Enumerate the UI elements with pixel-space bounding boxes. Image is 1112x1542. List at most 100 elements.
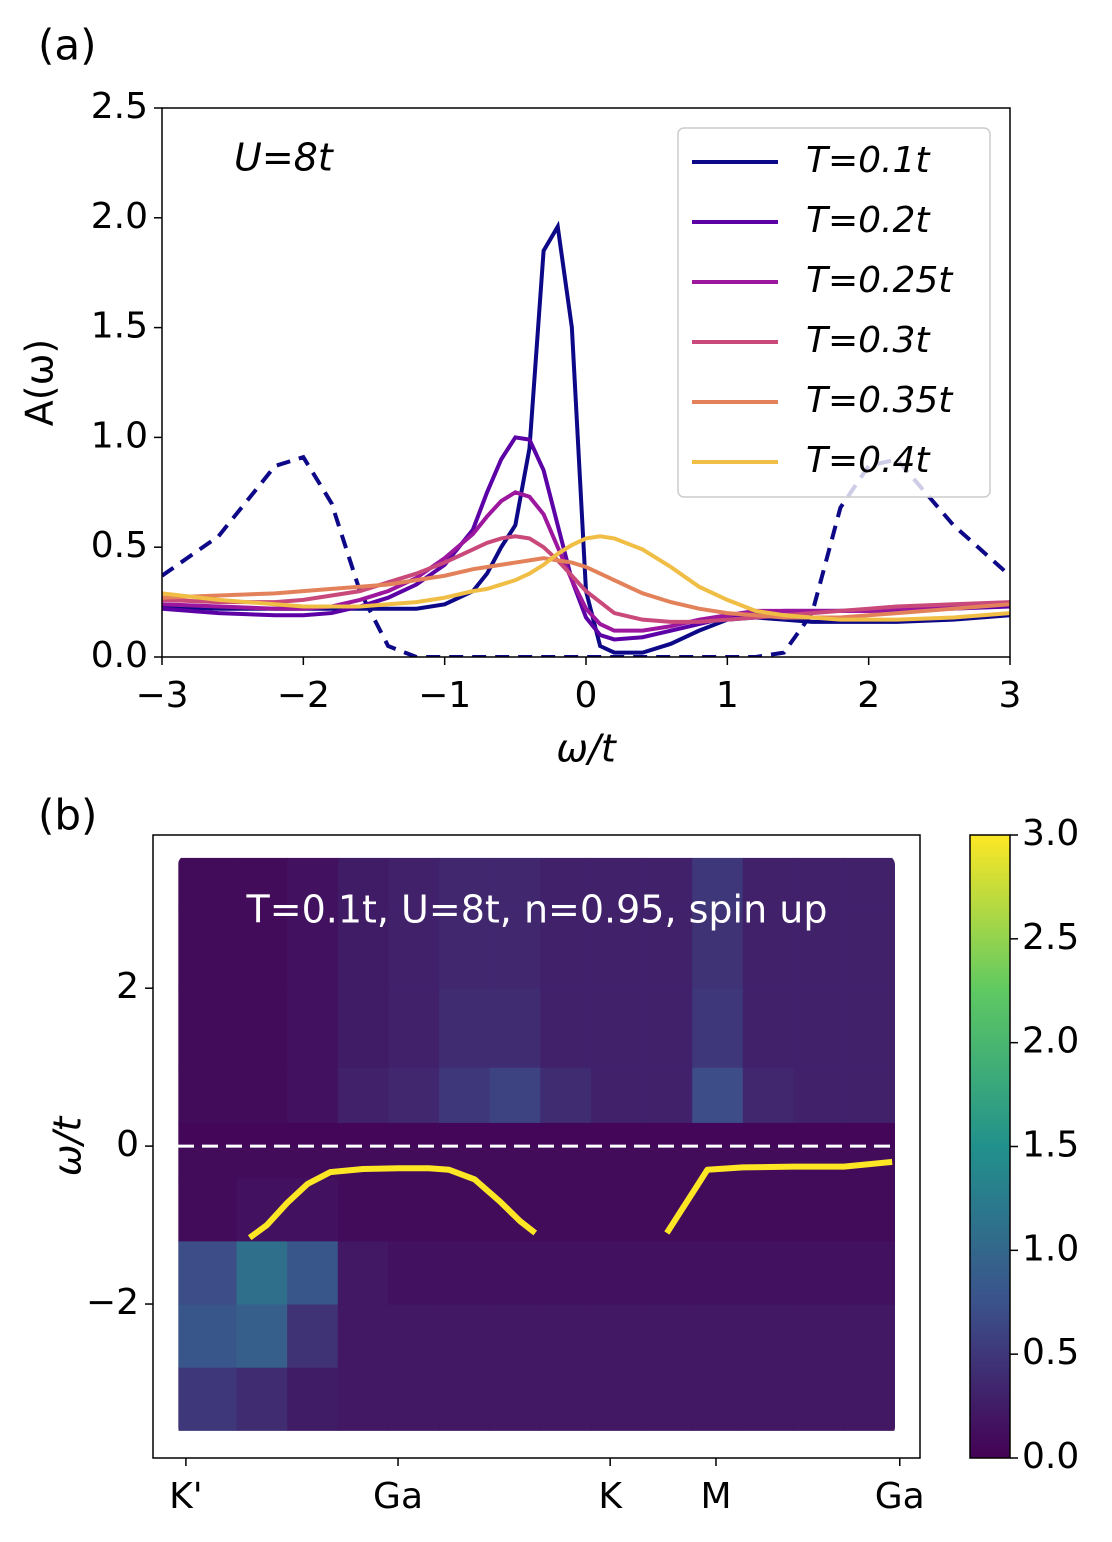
x-tick-label: Ga [373,1476,423,1517]
heat-cell [439,988,491,1068]
heatmap [178,857,895,1431]
heat-cell [388,1067,440,1123]
colorbar-tick-label: 1.5 [1022,1125,1079,1166]
heat-cell [287,1067,339,1123]
heat-cell [742,1146,794,1179]
heat-cell [793,1367,845,1431]
heat-cell [439,1367,491,1431]
heat-cell [641,1067,693,1123]
x-tick-label: Ga [875,1476,925,1517]
heat-cell [692,1240,744,1305]
heat-cell [844,857,895,910]
heat-cell [692,1146,744,1179]
heat-cell [692,988,744,1068]
heat-cell [540,1240,592,1305]
heat-cell [742,1122,794,1147]
band-line [247,1165,538,1241]
heat-cell [590,1067,643,1123]
heat-cell [178,1240,238,1305]
heat-cell [236,988,288,1068]
heat-cell [590,1146,643,1179]
heat-cell [590,1240,643,1305]
heat-cell [489,857,541,910]
heat-cell [641,909,693,989]
x-tick-label: M [700,1476,731,1517]
heat-cell [844,1304,895,1368]
heat-cell [692,1067,744,1123]
annotation: U=8t [234,136,335,180]
heat-cell [844,1177,895,1242]
heat-cell [388,857,440,910]
heat-cell [236,909,288,989]
heat-cell [641,1122,693,1147]
heat-cell [489,1240,541,1305]
heat-cell [540,988,592,1068]
heat-cell [590,988,643,1068]
heat-cell [388,1304,440,1368]
panel-label: (a) [38,21,97,70]
colorbar-tick-label: 2.5 [1022,917,1079,958]
heat-cell [178,988,238,1068]
x-tick-label: 2 [857,675,880,716]
x-tick-label: −2 [277,675,330,716]
heat-cell [742,1177,794,1242]
heat-cell [844,1122,895,1147]
heat-cell [540,1067,592,1123]
heat-cell [388,1367,440,1431]
panel-label: (b) [38,791,97,840]
heat-cell [439,1122,491,1147]
heat-cell [844,1367,895,1431]
y-tick-label: 0.5 [91,525,148,566]
heat-cell [540,909,592,989]
colorbar-tick-label: 0.0 [1022,1436,1079,1477]
x-tick-label: 1 [716,675,739,716]
heat-cell [236,1367,288,1431]
heat-cell [793,1122,845,1147]
heat-cell [236,1304,288,1368]
heat-cell [178,1067,238,1123]
heat-cell [844,1240,895,1305]
heat-cell [540,1146,592,1179]
heat-cell [590,1177,643,1242]
heat-cell [742,1067,794,1123]
heat-cell [742,1304,794,1368]
series-line [162,534,1010,622]
y-axis-label: ω/t [46,1115,90,1177]
heat-cell [793,1304,845,1368]
heat-cell [540,1304,592,1368]
y-axis-label: A(ω) [18,339,62,426]
heat-cell [793,988,845,1068]
y-tick-label: 2.0 [91,196,148,237]
heat-cell [540,857,592,910]
x-tick-label: −3 [135,675,188,716]
heat-cell [793,909,845,989]
legend-label: T=0.25t [806,260,954,301]
heat-cell [337,1122,389,1147]
series-line [162,220,1010,655]
heat-cell [337,909,389,989]
heat-cell [236,857,288,910]
heat-cell [590,1122,643,1147]
band-line [664,1158,893,1235]
heat-cell [641,1367,693,1431]
y-tick-label: 2 [116,966,139,1007]
heat-cell [692,909,744,989]
heat-cell [178,1304,238,1368]
heat-cell [489,1367,541,1431]
x-tick-label: 3 [999,675,1022,716]
heat-cell [178,857,238,910]
legend-label: T=0.1t [806,140,931,181]
heat-cell [337,988,389,1068]
y-tick-label: 2.5 [91,86,148,127]
heat-cell [287,1177,339,1242]
x-tick-label: 0 [575,675,598,716]
heat-cell [793,1067,845,1123]
heat-cell [178,1367,238,1431]
x-axis-label: ω/t [556,727,618,771]
heat-cell [287,1304,339,1368]
heat-cell [388,1122,440,1147]
heat-cell [540,1367,592,1431]
heat-cell [236,1240,288,1305]
heat-cell [692,1304,744,1368]
